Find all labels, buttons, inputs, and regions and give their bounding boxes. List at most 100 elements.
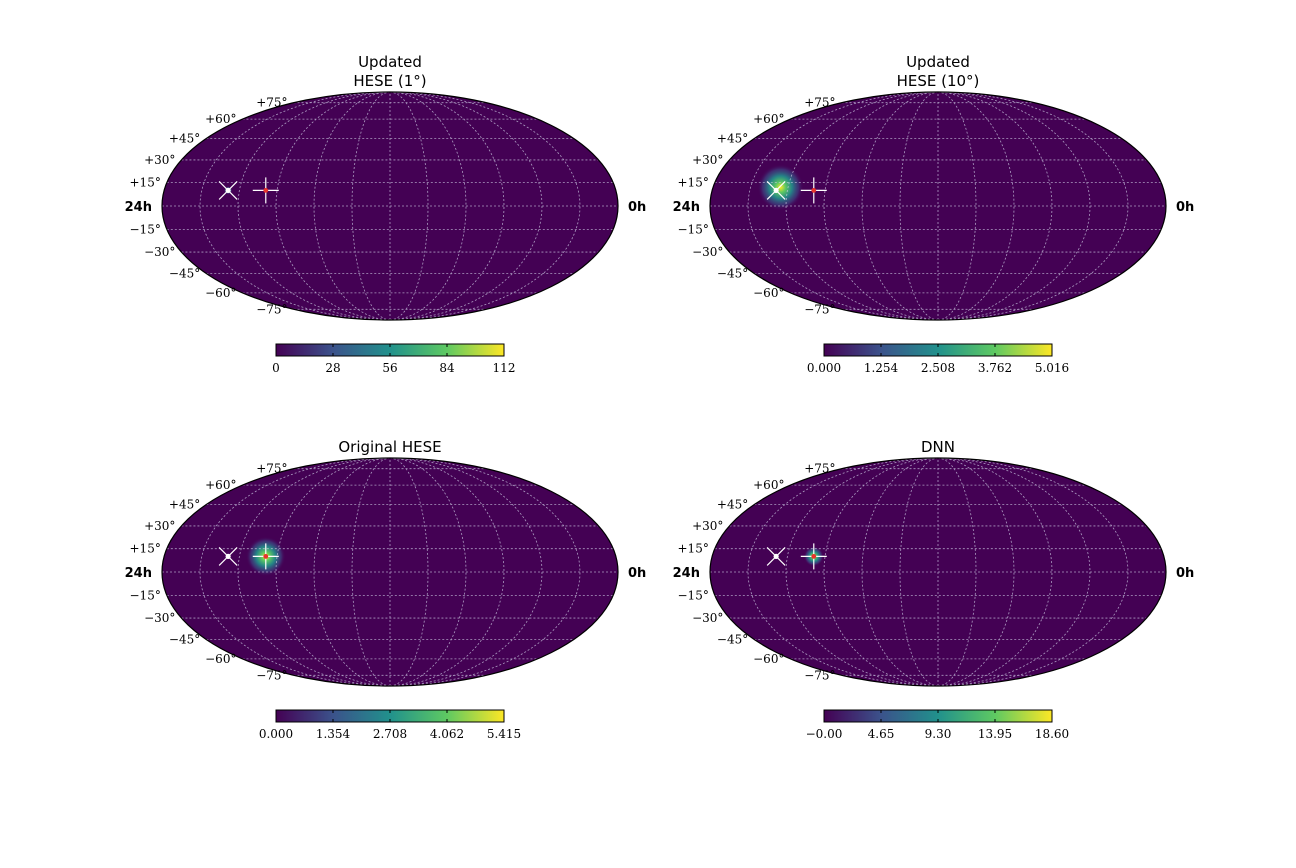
latitude-label: +15° — [678, 176, 709, 190]
latitude-label: +75° — [804, 96, 835, 110]
latitude-label: +75° — [804, 462, 835, 476]
latitude-label: −45° — [717, 632, 748, 646]
plus-marker — [800, 543, 827, 570]
skymap-outline — [161, 91, 619, 321]
colorbar-tick-label: 56 — [382, 361, 397, 375]
meridian-line — [199, 91, 391, 321]
meridian-line — [937, 457, 1091, 687]
latitude-label: −75° — [256, 668, 287, 682]
latitude-label: +15° — [678, 542, 709, 556]
meridian-line — [785, 91, 939, 321]
latitude-label: −15° — [130, 222, 161, 236]
meridian-line — [937, 91, 1053, 321]
colorbar-tick-label: 0.000 — [807, 361, 841, 375]
hotspot-group — [757, 164, 804, 211]
colorbar-tick-label: 4.062 — [430, 727, 464, 741]
meridian-line — [785, 457, 939, 687]
latitude-label: −45° — [169, 632, 200, 646]
latitude-label: +60° — [753, 112, 784, 126]
ra-right-label: 0h — [628, 200, 646, 215]
colorbar-tick-label: 2.708 — [373, 727, 407, 741]
colorbar-tick-label: 28 — [325, 361, 340, 375]
latitude-label: −15° — [130, 588, 161, 602]
skymap-panel-3: +75° +60° +45° +30° +15° −15° −30° −45° −60° −75°… — [125, 438, 647, 741]
x-marker-dot — [773, 553, 779, 560]
latitude-label: +75° — [256, 462, 287, 476]
ra-right-label: 0h — [628, 566, 646, 581]
meridian-line — [937, 457, 1129, 687]
latitude-label: −30° — [144, 611, 175, 625]
ra-left-label: 24h — [125, 200, 152, 215]
graticule — [710, 91, 1166, 321]
latitude-label: +45° — [717, 498, 748, 512]
colorbar-tick-label: 5.415 — [487, 727, 521, 741]
latitude-label: +30° — [692, 519, 723, 533]
latitude-label: −75° — [804, 302, 835, 316]
skymap-panel-1: +75° +60° +45° +30° +15° −15° −30° −45° −60° −75°… — [125, 53, 647, 375]
plus-marker — [800, 177, 827, 204]
latitude-label: +45° — [169, 498, 200, 512]
meridian-line — [389, 91, 505, 321]
meridian-line — [199, 457, 391, 687]
meridian-line — [937, 91, 1129, 321]
colorbar-tick-label: 1.254 — [864, 361, 899, 375]
colorbar-tick-label: −0.00 — [806, 727, 843, 741]
colorbar-tick-label: 0.000 — [259, 727, 293, 741]
colorbar-tick-label: 2.508 — [921, 361, 955, 375]
ra-left-label: 24h — [673, 200, 700, 215]
ra-left-label: 24h — [673, 566, 700, 581]
latitude-label: +30° — [144, 153, 175, 167]
colorbar-tick-label: 112 — [493, 361, 516, 375]
plus-marker-dot — [263, 554, 269, 559]
latitude-label: −60° — [753, 286, 784, 300]
plus-marker-dot — [811, 554, 817, 559]
colorbar-tick-label: 18.60 — [1035, 727, 1069, 741]
skymap-outline — [161, 457, 619, 687]
colorbar-tick-label: 84 — [439, 361, 455, 375]
meridian-line — [747, 457, 939, 687]
ra-right-label: 0h — [1176, 200, 1194, 215]
latitude-label: −15° — [678, 588, 709, 602]
meridian-line — [389, 457, 543, 687]
meridian-line — [747, 91, 939, 321]
latitude-label: −30° — [692, 611, 723, 625]
meridian-line — [237, 457, 391, 687]
latitude-label: −15° — [678, 222, 709, 236]
panel-title: HESE (10°) — [897, 72, 980, 90]
plus-marker-dot — [263, 188, 269, 193]
x-marker — [218, 546, 238, 566]
meridian-line — [389, 457, 581, 687]
meridian-line — [275, 91, 391, 321]
ra-right-label: 0h — [1176, 566, 1194, 581]
probability-hotspot — [757, 164, 804, 211]
ra-left-label: 24h — [125, 566, 152, 581]
latitude-label: +30° — [144, 519, 175, 533]
latitude-label: +60° — [205, 112, 236, 126]
graticule — [710, 457, 1166, 687]
plus-marker — [252, 543, 279, 570]
colorbar-tick-label: 13.95 — [978, 727, 1012, 741]
colorbar-tick-label: 4.65 — [868, 727, 895, 741]
latitude-label: +60° — [753, 478, 784, 492]
latitude-label: −60° — [753, 652, 784, 666]
latitude-label: −30° — [144, 245, 175, 259]
panel-title: Original HESE — [338, 438, 441, 456]
latitude-label: −45° — [169, 266, 200, 280]
latitude-label: +15° — [130, 542, 161, 556]
x-marker-dot — [225, 553, 231, 560]
x-marker — [218, 180, 238, 200]
x-marker — [766, 180, 786, 200]
colorbar-tick-label: 9.30 — [925, 727, 952, 741]
latitude-label: +75° — [256, 96, 287, 110]
latitude-label: +15° — [130, 176, 161, 190]
plus-marker — [252, 177, 279, 204]
meridian-line — [275, 457, 391, 687]
x-marker — [766, 546, 786, 566]
latitude-label: +45° — [717, 132, 748, 146]
colorbar-tick-label: 0 — [272, 361, 280, 375]
skymap-outline — [709, 91, 1167, 321]
meridian-line — [937, 91, 1091, 321]
latitude-label: −30° — [692, 245, 723, 259]
